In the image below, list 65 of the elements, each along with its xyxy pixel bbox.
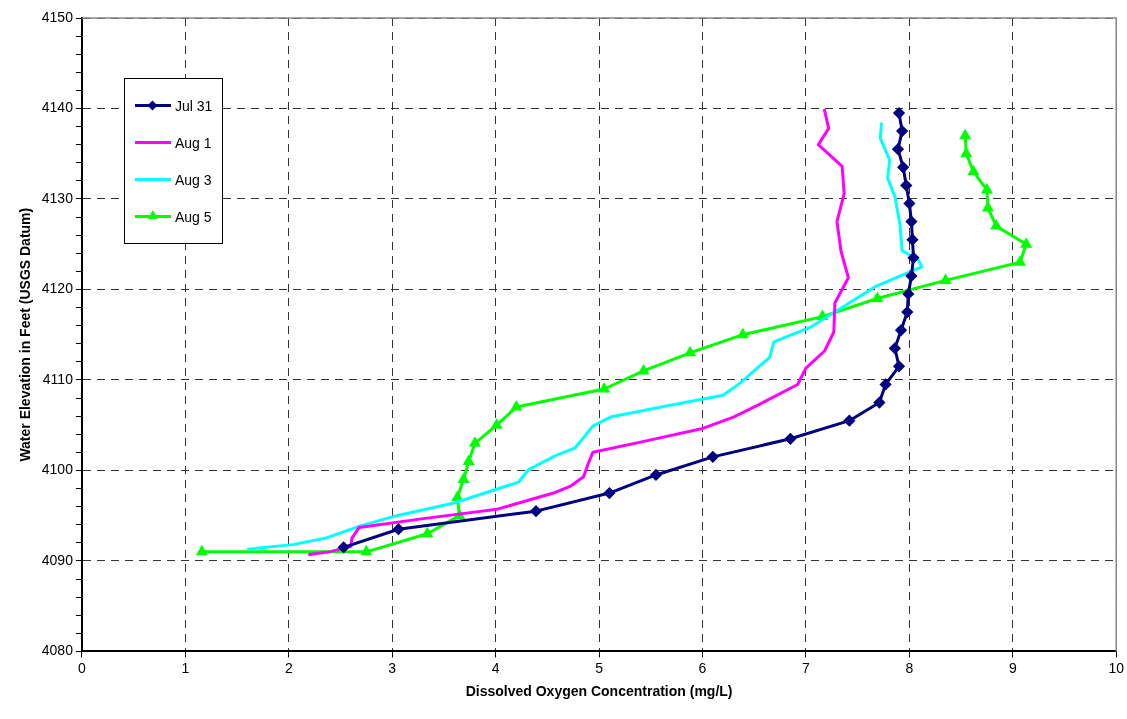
y-tick-label: 4140 — [41, 99, 74, 116]
point — [880, 378, 892, 390]
point — [458, 473, 469, 483]
point — [843, 415, 855, 427]
point — [463, 455, 474, 465]
x-axis-title: Dissolved Oxygen Concentration (mg/L) — [465, 683, 733, 700]
point — [981, 184, 992, 194]
point — [940, 274, 951, 284]
x-tick-label: 0 — [78, 659, 87, 676]
y-tick-label: 4120 — [41, 280, 74, 297]
point — [603, 487, 615, 499]
legend-label: Aug 1 — [174, 134, 212, 151]
point — [991, 220, 1002, 230]
point — [906, 234, 918, 246]
x-tick-label: 10 — [1108, 659, 1125, 676]
point — [1015, 256, 1025, 266]
point — [897, 161, 909, 173]
x-tick-label: 5 — [595, 659, 604, 676]
point — [905, 270, 917, 282]
x-tick-label: 8 — [905, 659, 914, 676]
y-tick-label: 4090 — [41, 551, 74, 568]
point — [784, 433, 796, 445]
y-tick-label: 4100 — [41, 461, 74, 478]
x-tick-label: 1 — [181, 659, 190, 676]
point — [900, 179, 912, 191]
point — [650, 469, 662, 481]
point — [422, 528, 433, 538]
x-tick-label: 4 — [491, 659, 500, 676]
point — [892, 143, 904, 155]
x-tick-label: 6 — [698, 659, 707, 676]
point — [470, 437, 480, 447]
legend-label: Jul 31 — [174, 97, 213, 114]
point — [901, 306, 913, 318]
point — [511, 401, 522, 411]
point — [905, 216, 917, 228]
point — [338, 541, 350, 553]
point — [895, 324, 907, 336]
point — [893, 107, 905, 119]
point — [638, 365, 649, 375]
point — [983, 202, 993, 212]
point — [599, 383, 610, 393]
y-tick-label: 4130 — [41, 189, 74, 206]
y-axis-title: Water Elevation in Feet (USGS Datum) — [17, 207, 34, 462]
point — [873, 397, 885, 409]
point — [893, 360, 905, 372]
point — [908, 252, 919, 264]
x-tick-label: 2 — [284, 659, 293, 676]
legend-label: Aug 3 — [174, 171, 212, 188]
x-tick-label: 3 — [388, 659, 397, 676]
point — [896, 125, 908, 137]
point — [903, 198, 915, 209]
point — [889, 342, 901, 354]
point — [491, 419, 502, 429]
point — [961, 148, 972, 158]
legend-label: Aug 5 — [174, 208, 212, 225]
y-tick-label: 4110 — [42, 370, 74, 387]
y-tick-label: 4080 — [41, 642, 74, 659]
point — [1021, 238, 1032, 248]
point — [902, 288, 914, 300]
point — [707, 451, 719, 463]
point — [530, 505, 542, 517]
y-tick-label: 4150 — [41, 8, 74, 25]
x-tick-label: 9 — [1008, 659, 1017, 676]
x-tick-label: 7 — [802, 659, 811, 676]
point — [392, 523, 404, 535]
